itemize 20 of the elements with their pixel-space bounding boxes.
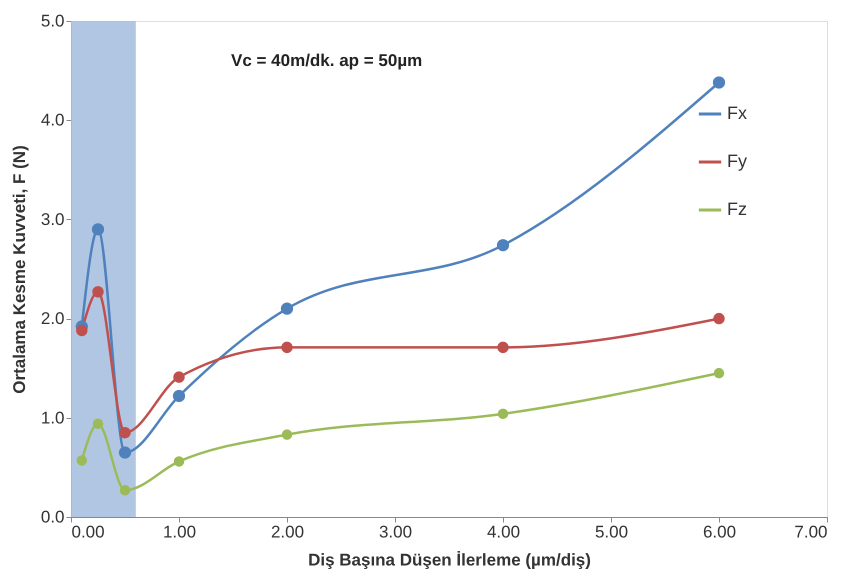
x-tick-label: 5.00 (594, 522, 628, 542)
x-tick-label: 4.00 (486, 522, 520, 542)
x-tick-label: 2.00 (270, 522, 304, 542)
y-axis-title: Ortalama Kesme Kuvveti, F (N) (10, 145, 29, 394)
legend-label: Fx (727, 103, 747, 123)
legend-label: Fz (727, 199, 747, 219)
legend-label: Fy (727, 151, 747, 171)
y-tick-label: 1.0 (40, 408, 64, 428)
y-tick-label: 2.0 (40, 309, 64, 328)
x-tick-label: 3.00 (378, 522, 412, 542)
x-tick-label: 0.00 (72, 522, 105, 542)
y-tick-label: 0.0 (40, 508, 64, 526)
y-tick-label: 5.0 (40, 12, 64, 30)
annotation: Vc = 40m/dk. ap = 50µm (231, 51, 422, 70)
y-tick-label: 4.0 (40, 110, 64, 130)
x-tick-label: 6.00 (702, 522, 736, 542)
x-tick-label: 7.00 (794, 522, 828, 542)
x-tick-label: 1.00 (162, 522, 196, 542)
y-tick-label: 3.0 (40, 210, 64, 229)
x-axis-title: Diş Başına Düşen İlerleme (µm/diş) (308, 550, 591, 570)
